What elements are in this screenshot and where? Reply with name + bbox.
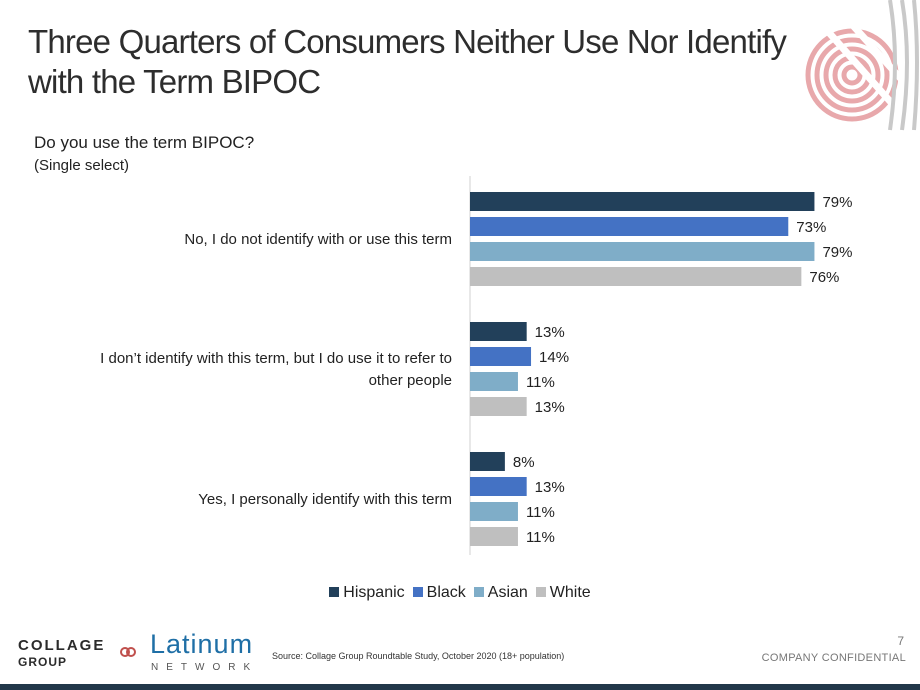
category-label: Yes, I personally identify with this ter… <box>198 491 452 508</box>
legend-swatch <box>329 587 340 597</box>
collage-logo-bottom: GROUP <box>18 655 68 669</box>
legend-item-black: Black <box>412 584 466 602</box>
bar-hispanic <box>470 192 815 211</box>
fingerprint-decoration-icon <box>797 0 920 135</box>
legend-swatch <box>473 587 484 597</box>
legend-item-white: White <box>535 584 591 602</box>
bar-chart: No, I do not identify with or use this t… <box>100 176 852 555</box>
collage-group-logo: COLLAGE GROUP <box>18 637 105 671</box>
data-label: 11% <box>526 374 555 391</box>
data-label: 11% <box>526 529 555 546</box>
category-label-line: I don’t identify with this term, but I d… <box>100 350 452 367</box>
bar-black <box>470 477 527 496</box>
footer-bar <box>0 684 920 690</box>
legend-label: Black <box>426 584 466 601</box>
legend-label: White <box>549 584 591 601</box>
legend-label: Asian <box>487 584 528 601</box>
chart-legend: Hispanic Black Asian White <box>0 584 920 602</box>
bar-asian <box>470 242 815 261</box>
bar-black <box>470 347 532 366</box>
bar-asian <box>470 372 518 391</box>
legend-swatch <box>412 587 423 597</box>
data-label: 79% <box>822 244 852 261</box>
legend-item-asian: Asian <box>473 584 528 602</box>
legend-label: Hispanic <box>343 584 405 601</box>
data-label: 73% <box>796 219 826 236</box>
bar-black <box>470 217 789 236</box>
category-label-line: Yes, I personally identify with this ter… <box>198 491 452 508</box>
category-label-line: other people <box>369 372 452 389</box>
bar-asian <box>470 502 518 521</box>
bar-hispanic <box>470 322 527 341</box>
data-label: 11% <box>526 504 555 521</box>
bar-white <box>470 527 518 546</box>
category-label-line: No, I do not identify with or use this t… <box>184 231 452 248</box>
survey-question: Do you use the term BIPOC? <box>34 133 255 152</box>
latinum-network-label: NETWORK <box>151 662 259 673</box>
category-label: I don’t identify with this term, but I d… <box>100 350 452 389</box>
slide-title-line-2: with the Term BIPOC <box>28 63 321 100</box>
confidential-label: COMPANY CONFIDENTIAL <box>761 652 906 664</box>
data-label: 8% <box>513 454 535 471</box>
slide-title-line-1: Three Quarters of Consumers Neither Use … <box>28 23 787 60</box>
data-label: 76% <box>809 269 839 286</box>
survey-question-note: (Single select) <box>34 157 130 174</box>
collage-mark-icon <box>120 647 136 657</box>
data-label: 13% <box>535 324 565 341</box>
collage-logo-top: COLLAGE <box>18 637 106 654</box>
bar-hispanic <box>470 452 505 471</box>
slide-title: Three Quarters of Consumers Neither Use … <box>28 22 788 102</box>
data-label: 14% <box>539 349 569 366</box>
data-label: 13% <box>535 479 565 496</box>
bar-white <box>470 267 802 286</box>
data-label: 79% <box>822 194 852 211</box>
source-note: Source: Collage Group Roundtable Study, … <box>272 651 565 661</box>
page-number: 7 <box>897 634 904 648</box>
category-label: No, I do not identify with or use this t… <box>184 231 452 248</box>
legend-item-hispanic: Hispanic <box>329 584 405 602</box>
legend-swatch <box>535 587 546 597</box>
data-label: 13% <box>535 399 565 416</box>
latinum-logo: Latinum <box>150 629 254 659</box>
bar-white <box>470 397 527 416</box>
